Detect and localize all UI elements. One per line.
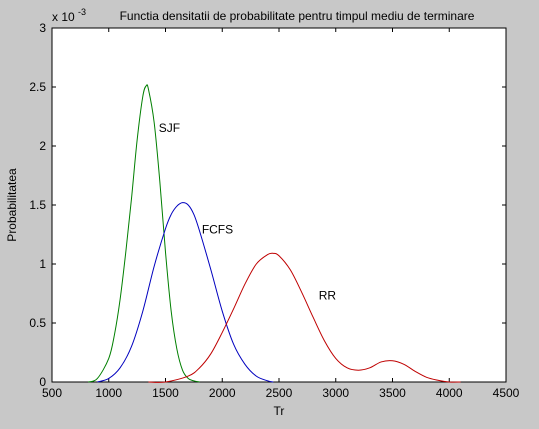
x-tick-label: 3500 [379,386,406,400]
x-tick-label: 3000 [322,386,349,400]
series-lines [88,84,461,383]
series-line-fcfs [97,202,274,383]
y-tick-label: 2.5 [29,80,46,94]
y-multiplier-exponent: -3 [78,7,86,17]
plot-background [51,27,507,383]
series-line-rr [148,252,461,383]
x-tick-label: 1500 [152,386,179,400]
y-tick-label: 1.5 [29,198,46,212]
y-axis-ticks: 0 0.5 1 1.5 2 2.5 3 [29,21,506,389]
x-tick-label: 2000 [209,386,236,400]
x-axis-ticks: 500 1000 1500 2000 2500 3000 3500 4000 4500 [42,28,520,400]
y-tick-label: 2 [39,139,46,153]
y-multiplier-base: x 10 [52,10,75,24]
x-tick-label: 500 [42,386,62,400]
plot-area: 500 1000 1500 2000 2500 3000 3500 4000 4500 0 0.5… [29,21,519,400]
x-tick-label: 4000 [436,386,463,400]
y-axis-label: Probabilitatea [5,168,19,242]
series-annotation-rr: RR [319,288,337,302]
y-tick-label: 0.5 [29,316,46,330]
chart-title: Functia densitatii de probabilitate pent… [120,9,475,23]
x-tick-label: 1000 [95,386,122,400]
series-annotation-fcfs: FCFS [202,222,233,236]
x-axis-label: Tr [274,404,285,418]
x-tick-label: 4500 [493,386,520,400]
x-tick-label: 2500 [266,386,293,400]
y-tick-label: 3 [39,21,46,35]
y-tick-label: 0 [39,375,46,389]
series-annotations: SJF FCFS RR [159,121,337,303]
y-multiplier: x 10 -3 [52,7,86,24]
y-tick-label: 1 [39,257,46,271]
series-annotation-sjf: SJF [159,121,180,135]
series-line-sjf [88,84,200,383]
